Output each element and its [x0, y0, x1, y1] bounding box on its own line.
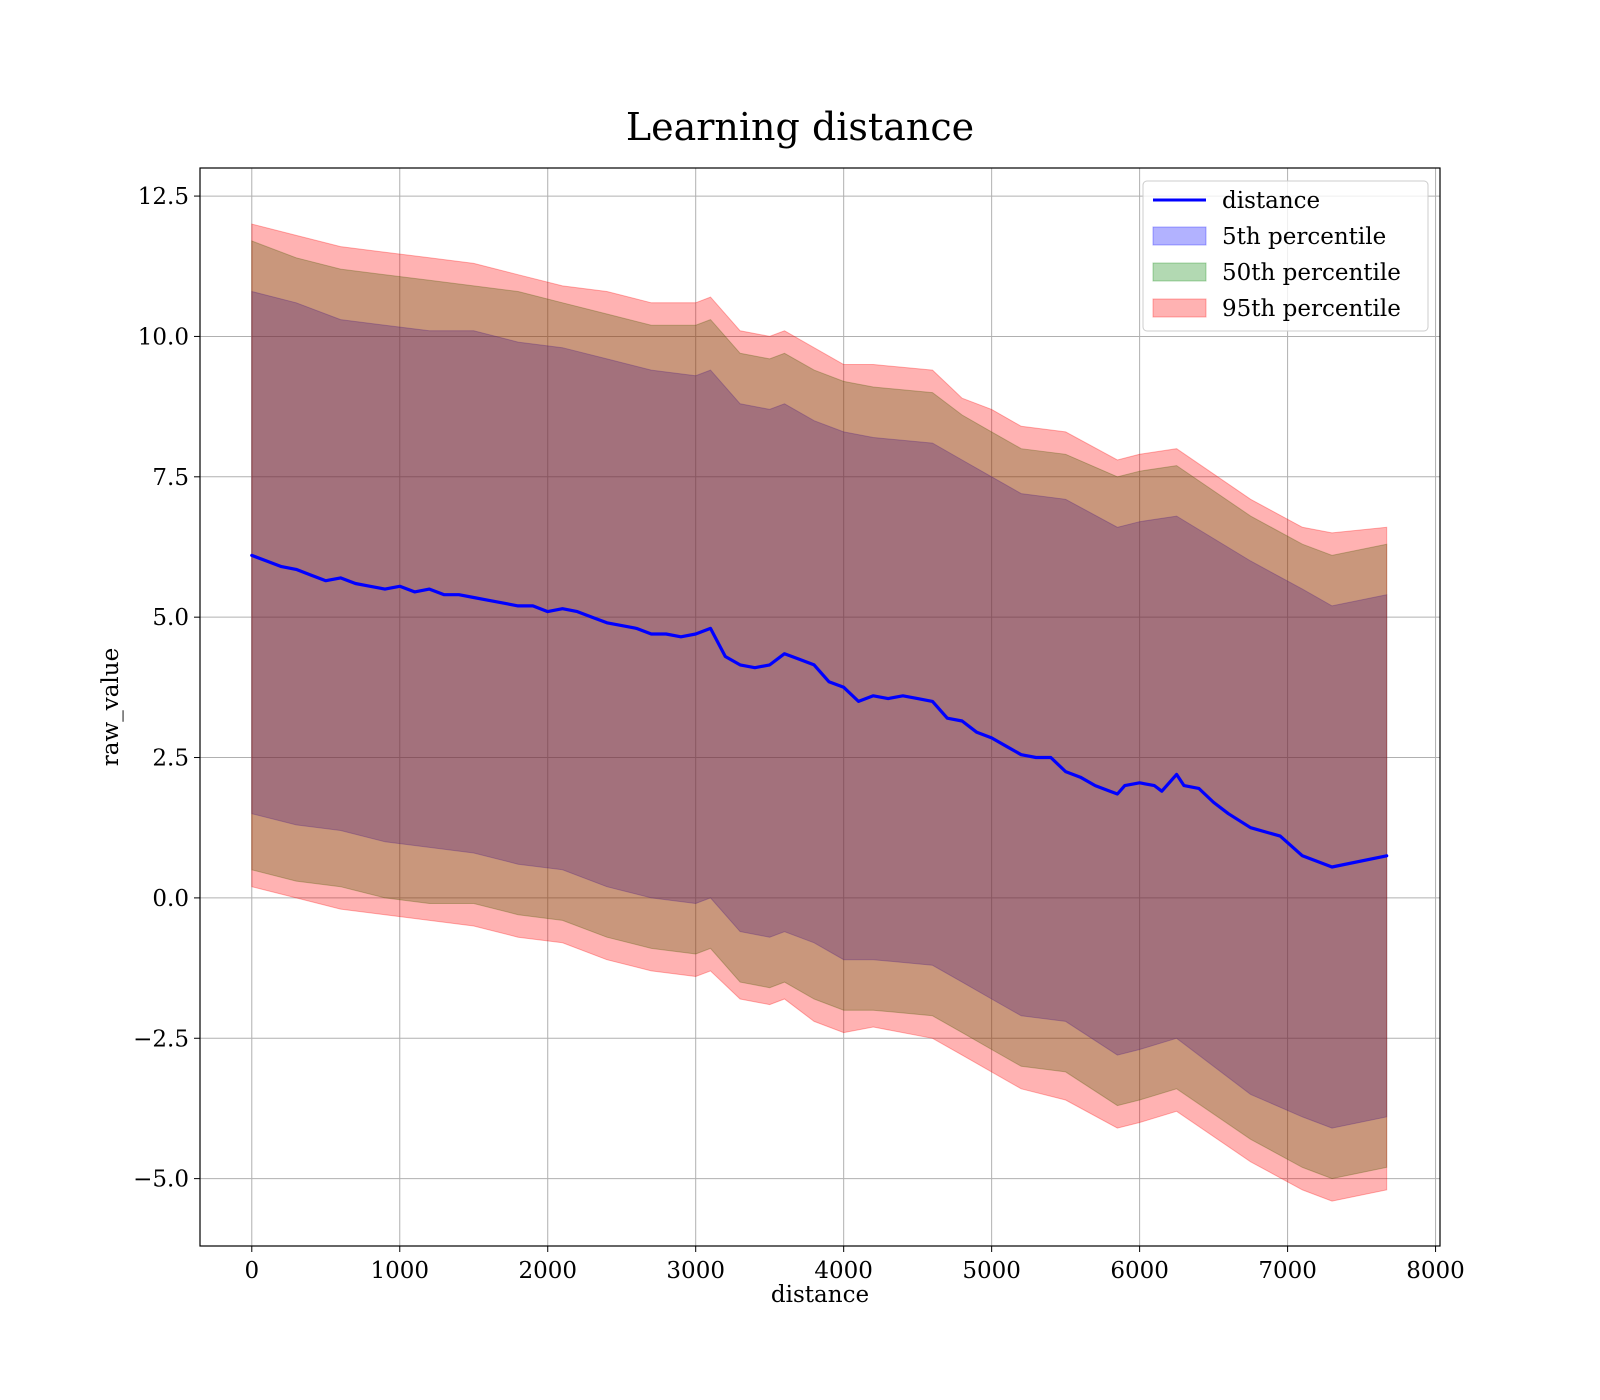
band-5th	[251, 290, 1388, 1129]
y-tick-label: 12.5	[138, 184, 189, 210]
x-tick-label: 5000	[962, 1258, 1021, 1284]
y-tick-label: −2.5	[133, 1026, 189, 1052]
legend-label-95th: 95th percentile	[1222, 296, 1401, 322]
series-line-distance	[250, 553, 1389, 869]
x-tick-label: 0	[244, 1258, 259, 1284]
y-tick-label: 7.5	[152, 465, 189, 491]
y-tick-label: −5.0	[133, 1167, 189, 1193]
bands-layer	[251, 223, 1388, 1202]
y-tick-label: 0.0	[152, 886, 189, 912]
legend-label-5th: 5th percentile	[1222, 224, 1386, 250]
legend-swatch-5th	[1152, 226, 1207, 246]
legend-box	[1142, 180, 1429, 332]
legend: distance 5th percentile 50th percentile …	[1142, 180, 1429, 332]
legend-swatch-95th	[1152, 298, 1207, 318]
band-95th	[251, 223, 1388, 1202]
legend-label-50th: 50th percentile	[1222, 260, 1401, 286]
y-axis-label: raw_value	[98, 648, 124, 766]
x-axis-label: distance	[771, 1282, 869, 1308]
ticks-layer: 0 1000 2000 3000 4000 5000 6000 7000 8000 −5.0 −2.…	[133, 184, 1465, 1284]
legend-label-distance: distance	[1222, 188, 1320, 214]
x-tick-label: 4000	[814, 1258, 873, 1284]
legend-swatch-50th	[1152, 262, 1207, 282]
chart-title: Learning distance	[626, 105, 974, 149]
x-tick-label: 2000	[518, 1258, 577, 1284]
y-tick-label: 2.5	[152, 746, 189, 772]
y-tick-label: 5.0	[152, 605, 189, 631]
x-tick-label: 3000	[666, 1258, 725, 1284]
x-tick-label: 1000	[370, 1258, 429, 1284]
x-tick-label: 8000	[1406, 1258, 1465, 1284]
x-tick-label: 7000	[1258, 1258, 1317, 1284]
grid-layer	[200, 168, 1440, 1246]
plot-area-frame	[199, 167, 1441, 1247]
line-layer	[250, 553, 1389, 869]
band-50th	[251, 240, 1388, 1180]
y-tick-label: 10.0	[138, 324, 189, 350]
x-tick-label: 6000	[1110, 1258, 1169, 1284]
